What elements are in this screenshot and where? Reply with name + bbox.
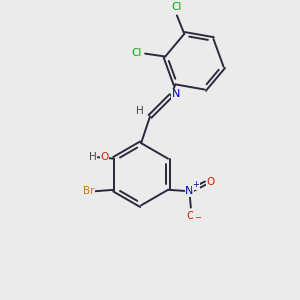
Text: Cl: Cl [132, 48, 142, 58]
Text: Cl: Cl [171, 2, 181, 13]
Text: O: O [187, 211, 195, 221]
Text: Br: Br [83, 186, 94, 196]
Text: N: N [172, 89, 180, 99]
Text: H: H [89, 152, 96, 162]
Text: +: + [192, 180, 199, 189]
Text: H: H [136, 106, 144, 116]
Text: O: O [207, 177, 215, 187]
Text: N: N [185, 186, 194, 196]
Text: −: − [194, 213, 201, 222]
Text: O: O [100, 152, 109, 162]
